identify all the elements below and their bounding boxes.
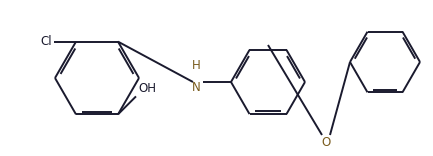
Text: N: N [192,81,200,94]
Text: H: H [192,59,200,72]
Text: OH: OH [138,82,156,95]
Text: Cl: Cl [40,35,52,48]
Text: O: O [321,136,331,149]
